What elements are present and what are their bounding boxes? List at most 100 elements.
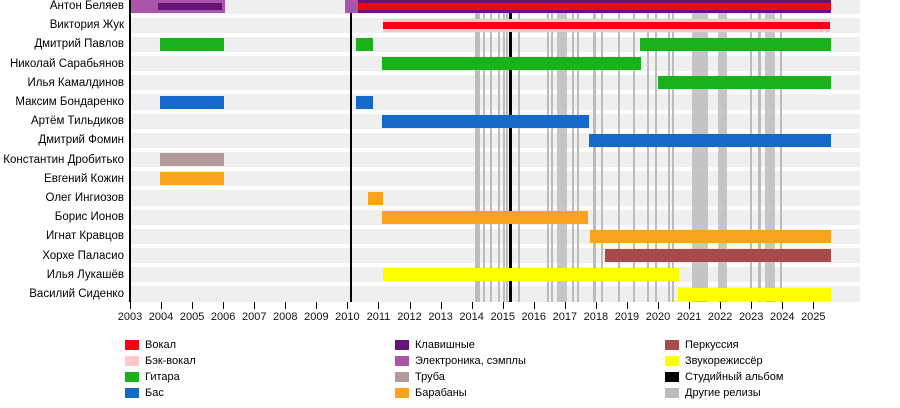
legend-swatch-percussion [665, 340, 679, 350]
other-release-line [550, 0, 554, 302]
other-release-line [571, 0, 574, 302]
member-label: Борис Ионов [54, 211, 124, 224]
legend-label: Другие релизы [685, 387, 761, 399]
year-tick [720, 302, 722, 309]
member-bar-bass [160, 95, 225, 109]
year-tick [223, 302, 225, 309]
other-release-line [576, 0, 579, 302]
year-tick [564, 302, 566, 309]
row-band [130, 171, 860, 187]
year-label: 2005 [179, 311, 205, 323]
year-label: 2023 [738, 311, 764, 323]
year-tick [626, 302, 628, 309]
other-release-line [505, 0, 508, 302]
member-bar-vocals [383, 21, 830, 29]
year-tick [595, 302, 597, 309]
year-tick [751, 302, 753, 309]
member-bar-guitar [160, 37, 225, 51]
year-label: 2006 [210, 311, 236, 323]
member-bar-bass [356, 95, 373, 109]
year-tick [813, 302, 815, 309]
member-label: Артём Тильдиков [30, 115, 124, 128]
other-release-line [517, 0, 521, 302]
legend-swatch-guitar [125, 372, 139, 382]
legend-swatch-studio_album [665, 372, 679, 382]
year-tick [409, 302, 411, 309]
legend-label: Труба [415, 371, 445, 383]
other-release-line [489, 0, 492, 302]
row-band [130, 94, 860, 110]
legend-swatch-drums [395, 388, 409, 398]
year-label: 2008 [273, 311, 298, 323]
row-band [130, 286, 860, 302]
year-tick [502, 302, 504, 309]
other-release-line [632, 0, 636, 302]
member-bar-trumpet [160, 153, 225, 167]
row-band [130, 151, 860, 168]
studio-album-line [349, 0, 353, 302]
year-tick [533, 302, 535, 309]
other-release-line [671, 0, 674, 302]
member-bar-drums [367, 191, 384, 205]
legend-label: Бэк-вокал [145, 355, 196, 367]
member-label: Дмитрий Фомин [38, 134, 124, 147]
legend-swatch-engineer [665, 356, 679, 366]
member-label: Илья Камалдинов [27, 76, 125, 89]
year-tick [254, 302, 256, 309]
year-tick [471, 302, 473, 309]
y-axis-line [129, 0, 131, 302]
year-label: 2003 [117, 311, 143, 323]
other-release-line [593, 0, 596, 302]
member-label: Илья Лукашёв [46, 268, 124, 281]
year-label: 2009 [304, 311, 329, 323]
other-release-line [478, 0, 481, 302]
legend-label: Студийный альбом [685, 371, 784, 383]
legend-label: Вокал [145, 339, 177, 351]
year-tick [192, 302, 194, 309]
member-label: Василий Сиденко [29, 288, 124, 300]
legend-label: Звукорежиссёр [685, 355, 763, 367]
other-release-line [654, 0, 657, 302]
other-release-line [498, 0, 501, 302]
member-bar-vocals [358, 2, 831, 10]
legend-swatch-other_releases [665, 388, 679, 398]
year-label: 2016 [521, 311, 546, 323]
year-tick [130, 302, 131, 309]
row-band [130, 190, 860, 206]
other-release-line [503, 0, 506, 302]
year-tick [347, 302, 349, 309]
member-label: Николай Сарабьянов [9, 57, 124, 70]
member-bar-guitar [381, 57, 641, 71]
other-release-line [557, 0, 567, 302]
legend-swatch-vocals [125, 340, 139, 350]
member-bar-electronics [344, 0, 359, 13]
member-label: Олег Ингиозов [45, 192, 124, 204]
member-bar-drums [381, 210, 588, 224]
member-bar-guitar [356, 37, 373, 51]
legend-swatch-backing_vocals [125, 356, 139, 366]
year-label: 2012 [397, 311, 422, 323]
year-tick [285, 302, 287, 309]
member-bar-guitar [640, 37, 831, 51]
year-label: 2021 [676, 311, 702, 323]
year-label: 2014 [459, 311, 484, 323]
member-bar-percussion [604, 249, 831, 263]
member-bar-engineer [677, 287, 831, 301]
legend-swatch-electronics [395, 356, 409, 366]
member-label: Антон Беляев [49, 0, 124, 12]
legend-label: Клавишные [415, 339, 475, 351]
member-label: Евгений Кожин [44, 172, 124, 185]
other-release-line [600, 0, 604, 302]
legend-label: Электроника, сэмплы [415, 355, 526, 367]
other-release-line [717, 0, 727, 302]
other-release-line [475, 0, 478, 302]
legend-label: Барабаны [415, 387, 467, 399]
year-label: 2011 [366, 311, 391, 323]
legend-label: Бас [145, 387, 164, 399]
year-label: 2020 [645, 311, 671, 323]
year-tick [440, 302, 442, 309]
year-label: 2024 [770, 311, 795, 323]
other-release-line [546, 0, 549, 302]
year-label: 2025 [801, 311, 826, 323]
